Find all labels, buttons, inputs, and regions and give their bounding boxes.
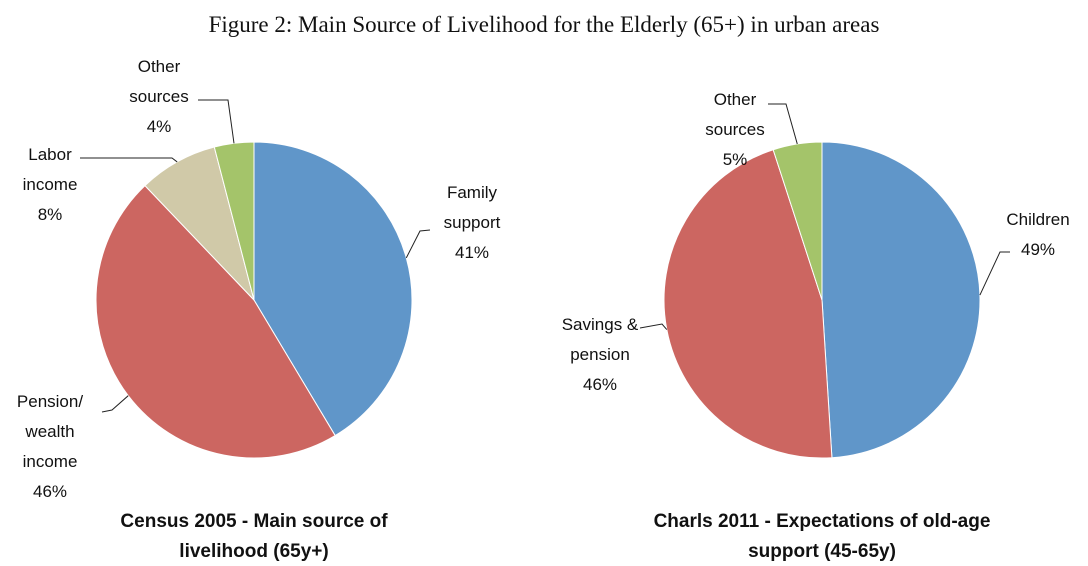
- pie-slice: [821, 141, 981, 459]
- category-label: Other sources: [129, 57, 189, 106]
- leader-line: [979, 251, 1010, 296]
- value-label: 46%: [582, 375, 618, 394]
- value-label: 46%: [32, 482, 68, 501]
- pie-slice: [772, 141, 823, 301]
- value-label: 49%: [1020, 240, 1056, 259]
- leader-line: [80, 157, 178, 163]
- leader-line: [405, 229, 431, 259]
- value-label: 8%: [37, 205, 63, 224]
- slice-label: Children 49%: [992, 205, 1084, 265]
- slice-label: Pension/ wealth income 46%: [8, 387, 92, 507]
- pie-slice: [213, 141, 255, 301]
- category-label: Savings & pension: [561, 315, 639, 364]
- chart-title: Charls 2011 - Expectations of old-age su…: [653, 511, 991, 562]
- pie-slice: [663, 149, 833, 459]
- pie-slice: [95, 184, 336, 459]
- slice-label: Family support 41%: [430, 178, 514, 268]
- leader-line: [101, 395, 129, 413]
- category-label: Other sources: [705, 90, 765, 139]
- chart-title: Census 2005 - Main source of livelihood …: [120, 511, 388, 562]
- figure-title: Figure 2: Main Source of Livelihood for …: [208, 12, 880, 37]
- slice-label: Savings & pension 46%: [552, 310, 648, 400]
- category-label: Children: [1006, 210, 1070, 229]
- slice-label: Other sources 4%: [116, 52, 202, 142]
- value-label: 41%: [454, 243, 490, 262]
- leader-line: [198, 99, 235, 144]
- category-label: Labor income: [22, 145, 78, 194]
- value-label: 5%: [722, 150, 748, 169]
- pie-slice: [253, 141, 413, 437]
- category-label: Pension/ wealth income: [16, 392, 84, 471]
- leader-line: [639, 323, 668, 330]
- slice-label: Labor income 8%: [12, 140, 88, 230]
- leader-line: [768, 103, 798, 145]
- value-label: 4%: [146, 117, 172, 136]
- category-label: Family support: [443, 183, 501, 232]
- slice-label: Other sources 5%: [690, 85, 780, 175]
